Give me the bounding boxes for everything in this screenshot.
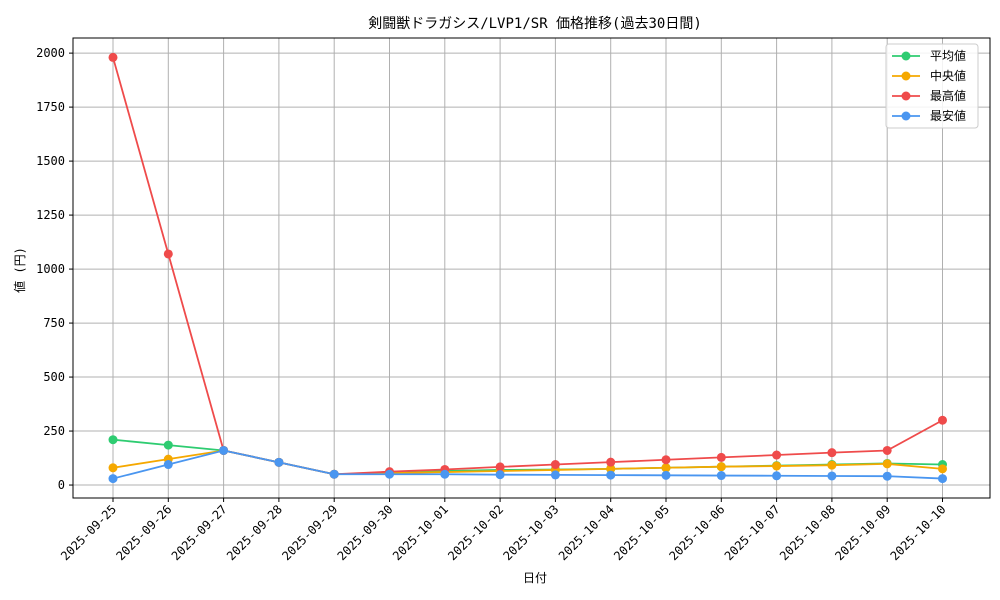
data-point [827,471,837,481]
y-tick-label: 1250 [36,208,65,222]
data-point [661,463,671,473]
x-tick-label: 2025-09-28 [224,502,285,563]
legend-marker [901,51,911,61]
data-point [938,474,947,484]
data-point [329,469,339,479]
y-axis-label: 値 (円) [12,247,27,293]
x-tick-label: 2025-09-25 [58,502,119,563]
series-line [112,438,943,476]
legend-label: 中央値 [930,68,966,83]
data-point [938,415,947,425]
data-point [882,445,892,455]
data-point [606,470,616,480]
data-point [108,435,118,445]
legend-marker [901,111,911,121]
data-point [495,462,505,472]
chart-title: 剣闘獣ドラガシス/LVP1/SR 価格推移(過去30日間) [368,16,702,32]
data-point [716,462,726,472]
legend-label: 平均値 [930,48,966,63]
data-point [661,470,671,480]
x-tick-label: 2025-10-10 [888,502,949,563]
legend-label: 最高値 [930,88,966,103]
data-point [772,450,782,460]
data-point [606,457,616,467]
x-tick-label: 2025-10-07 [722,502,783,563]
data-point [550,460,560,470]
x-tick-label: 2025-10-04 [556,502,617,563]
legend-marker [901,91,911,101]
data-point [716,452,726,462]
data-point [882,459,892,469]
legend-box [885,43,979,129]
series-line [112,449,943,480]
x-tick-label: 2025-09-29 [279,502,340,563]
x-tick-label: 2025-09-30 [335,502,396,563]
x-tick-label: 2025-10-05 [611,502,672,563]
series-line [112,57,943,476]
data-point [827,460,837,470]
x-tick-label: 2025-10-02 [445,502,506,563]
y-axis: 0 250 500 750 1000 1250 1500 1750 2000 [36,46,73,492]
x-axis: 2025-09-252025-09-262025-09-272025-09-28… [58,498,949,563]
data-point [274,457,284,467]
y-tick-label: 2000 [36,46,65,60]
data-point [495,470,505,480]
y-tick-label: 1500 [36,154,65,168]
legend-label: 最安値 [930,108,966,123]
data-point [163,249,173,259]
series-group [108,52,947,484]
y-tick-label: 0 [58,478,65,492]
data-point [440,469,450,479]
plot-frame [72,37,991,499]
data-point [772,461,782,471]
data-point [716,471,726,481]
legend-marker [901,71,911,81]
x-tick-label: 2025-10-06 [666,502,727,563]
data-point [219,445,229,455]
data-point [163,440,173,450]
x-tick-label: 2025-10-03 [501,502,562,563]
data-point [661,455,671,465]
data-point [938,464,947,474]
data-point [163,460,173,470]
data-point [385,469,394,479]
x-tick-label: 2025-10-01 [390,502,451,563]
data-point [827,448,837,458]
data-point [108,463,118,473]
x-axis-label: 日付 [523,571,547,585]
data-point [606,464,616,474]
y-tick-label: 1750 [36,100,65,114]
x-tick-label: 2025-09-27 [169,502,230,563]
data-point [108,52,118,62]
x-tick-label: 2025-10-09 [832,502,893,563]
data-point [108,474,118,484]
y-tick-label: 1000 [36,262,65,276]
data-point [550,470,560,480]
data-point [772,471,782,481]
data-point [882,471,892,481]
y-tick-label: 250 [43,424,65,438]
grid [73,38,990,498]
x-tick-label: 2025-09-26 [113,502,174,563]
y-tick-label: 750 [43,316,65,330]
y-tick-label: 500 [43,370,65,384]
x-tick-label: 2025-10-08 [777,502,838,563]
